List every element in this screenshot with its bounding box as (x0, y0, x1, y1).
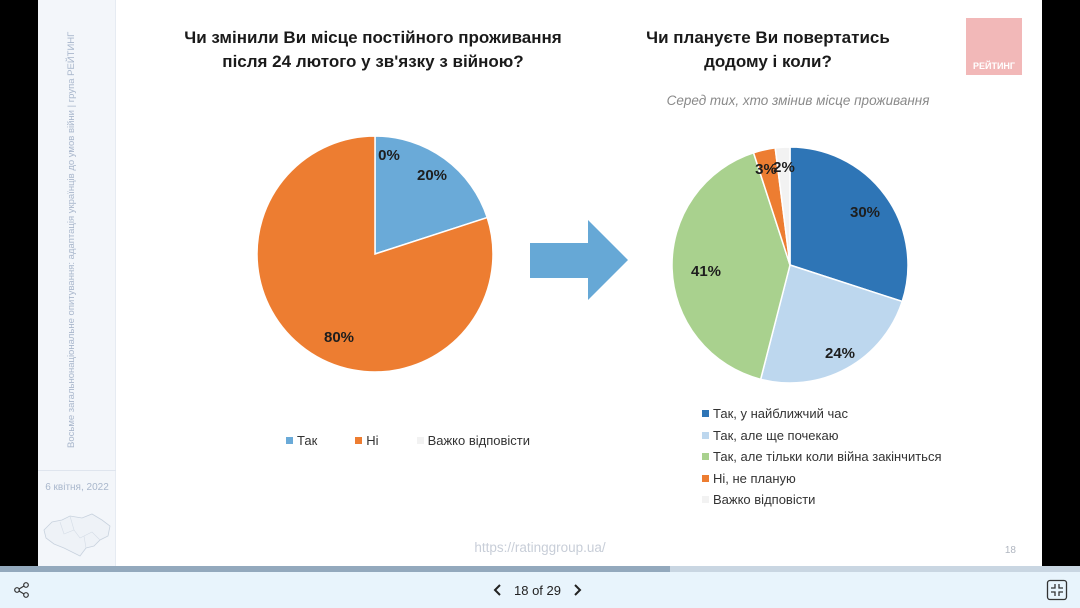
chevron-right-icon (574, 584, 582, 596)
sidebar-vertical-text: Восьме загальнонаціональне опитування: а… (66, 31, 77, 448)
footer-url: https://ratinggroup.ua/ (474, 540, 606, 555)
legend-label: Ні, не планую (713, 470, 796, 486)
right-title-line-1: Чи плануєте Ви повертатись (646, 28, 890, 47)
slide-page-number: 18 (1004, 545, 1016, 556)
legend-item-wait: Так, але ще почекаю (702, 425, 941, 447)
legend-label: Важко відповісти (427, 433, 530, 448)
legend-swatch (702, 453, 709, 461)
next-page-button[interactable] (567, 579, 587, 601)
viewer-toolbar: 18 of 29 (0, 572, 1080, 608)
legend-item-hard-to-say: Важко відповісти (416, 433, 530, 448)
right-chart-subtitle: Серед тих, хто змінив місце проживання (666, 93, 930, 108)
legend-label: Важко відповісти (713, 492, 816, 508)
left-chart-title: Чи змінили Ви місце постійного проживанн… (178, 26, 568, 74)
legend-item-after-war: Так, але тільки коли війна закінчиться (702, 446, 941, 468)
legend-swatch (355, 437, 363, 444)
pie-slice (374, 135, 489, 256)
share-icon[interactable] (12, 580, 32, 600)
right-title-line-2: додому і коли? (704, 52, 832, 71)
pie-data-label: 30% (850, 204, 880, 221)
legend-swatch (702, 431, 709, 439)
chevron-left-icon (493, 584, 501, 596)
page-navigator: 18 of 29 (488, 579, 587, 601)
slide: Восьме загальнонаціональне опитування: а… (38, 0, 1042, 566)
legend-swatch (702, 496, 709, 504)
legend-swatch (702, 410, 709, 418)
progress-bar[interactable] (0, 566, 1080, 572)
slide-sidebar: Восьме загальнонаціональне опитування: а… (38, 0, 116, 566)
left-title-line-1: Чи змінили Ви місце постійного проживанн… (184, 28, 562, 47)
pie-slice (759, 264, 904, 384)
legend-item-soon: Так, у найближчий час (702, 403, 941, 425)
legend-swatch (416, 437, 424, 444)
pie-slice (774, 146, 791, 266)
pie-data-label: 24% (825, 345, 855, 362)
prev-page-button[interactable] (488, 579, 508, 601)
logo-text: РЕЙТИНГ (972, 61, 1016, 71)
right-chart-legend: Так, у найближчий час Так, але ще почека… (702, 403, 941, 511)
legend-label: Ні (366, 433, 379, 448)
left-chart-legend: Так Ні Важко відповісти (286, 433, 568, 448)
legend-label: Так, але тільки коли війна закінчиться (713, 449, 942, 465)
legend-item-no-plan: Ні, не планую (702, 468, 941, 490)
pie-slice (789, 146, 909, 303)
pie-data-label: 20% (417, 167, 447, 184)
pie-data-label: 0% (378, 147, 400, 164)
page-indicator: 18 of 29 (514, 582, 561, 598)
pie-slice (671, 151, 791, 381)
legend-label: Так (297, 433, 318, 448)
legend-swatch (702, 474, 709, 482)
fit-screen-icon[interactable] (1046, 579, 1068, 601)
legend-item-hard-to-say: Важко відповісти (702, 489, 941, 511)
left-pie-chart: 20% 80% 0% (256, 135, 494, 373)
sidebar-date: 6 квітня, 2022 (45, 482, 109, 493)
left-title-line-2: після 24 лютого у зв'язку з війною? (222, 52, 524, 71)
pie-data-label: 3% (755, 161, 777, 178)
legend-item-tak: Так (286, 433, 317, 448)
pie-slice (256, 135, 494, 373)
rating-logo: РЕЙТИНГ (966, 18, 1022, 75)
legend-item-ni: Ні (355, 433, 379, 448)
pie-data-label: 41% (691, 263, 721, 280)
sidebar-divider (38, 470, 116, 471)
ukraine-map-icon (43, 513, 111, 557)
right-chart-title: Чи плануєте Ви повертатись додому і коли… (618, 26, 918, 74)
arrow-right-icon (530, 220, 628, 300)
legend-label: Так, у найближчий час (713, 406, 848, 422)
legend-swatch (286, 437, 293, 444)
progress-fill (0, 566, 670, 572)
pie-data-label: 2% (773, 159, 795, 176)
right-pie-chart: 30% 24% 41% 3%2% (671, 146, 909, 384)
pie-data-label: 80% (324, 329, 354, 346)
legend-label: Так, але ще почекаю (713, 427, 839, 443)
